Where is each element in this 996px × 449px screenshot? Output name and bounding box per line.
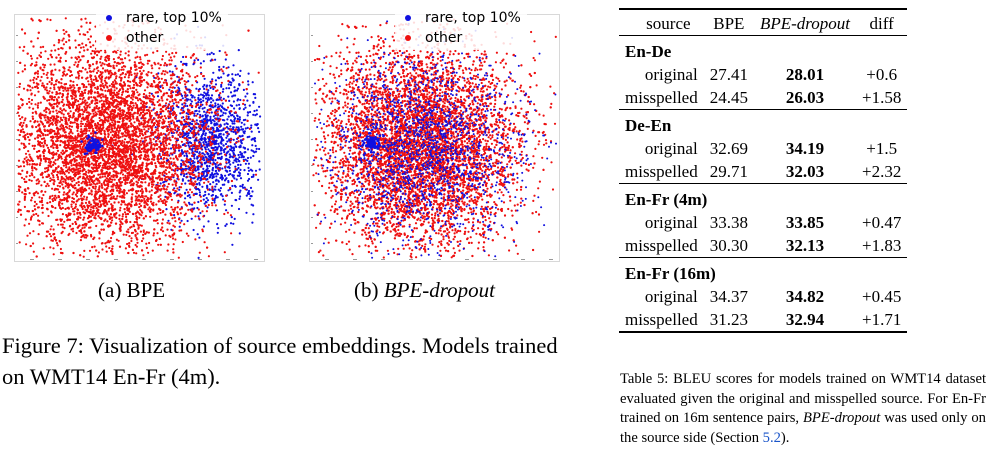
group-name: En-Fr (4m) [625,189,708,209]
cell-diff: +2.32 [856,160,908,184]
cell-bpe-dropout: 32.13 [753,234,856,258]
cell-bpe-dropout: 32.94 [753,308,856,333]
group-name: En-De [625,41,672,61]
cell-bpe: 32.69 [709,138,748,158]
table-group-row: En-Fr (16m) [619,258,907,286]
table-group-row: En-Fr (4m) [619,184,907,212]
table-header-row: source BPE BPE-dropout diff [619,8,908,36]
table-row: misspelled 30.30 32.13 +1.83 [619,234,908,258]
table-caption-text-2: was used only on the source side (Sectio… [620,410,986,446]
table-row: original 34.37 34.82 +0.45 [619,285,907,308]
rare-core-points [361,132,385,156]
cell-diff: +1.71 [856,308,908,333]
cell-diff: +1.58 [856,86,908,110]
legend-entry-other: other [401,28,521,48]
rare-core-points [80,131,104,156]
cell-bpe: 33.38 [709,212,748,232]
cell-bpe-dropout: 34.19 [785,138,825,158]
legend-marker-other [106,35,112,41]
row-label: misspelled [619,86,704,110]
cell-bpe-dropout: 28.01 [785,64,825,84]
table-caption-text-1: Table 5: BLEU scores for models trained … [620,371,986,426]
rare-points [111,25,262,259]
cell-diff: +0.47 [862,212,902,232]
legend-entry-rare: rare, top 10% [401,8,521,28]
figure-caption: Figure 7: Visualization of source embedd… [2,333,558,389]
other-points [312,17,557,259]
header-bpe-dropout: BPE-dropout [753,8,856,36]
table-row: original 32.69 34.19 +1.5 [619,137,907,160]
scatter-panel-bpe [14,14,265,262]
subcaption-a: (a) BPE [98,278,165,303]
cell-bpe: 34.37 [709,286,748,306]
row-label: misspelled [619,308,704,333]
cell-diff: +1.5 [866,138,898,158]
legend-marker-other [405,35,411,41]
table-row: misspelled 31.23 32.94 +1.71 [619,308,908,333]
cell-diff: +0.45 [862,286,902,306]
cell-bpe-dropout: 32.03 [753,160,856,184]
legend-bpe-dropout: rare, top 10% other [395,6,527,50]
legend-label-rare: rare, top 10% [425,10,521,26]
legend-entry-other: other [102,28,222,48]
scatter-panel-bpe-dropout [309,14,560,262]
other-points [16,17,260,259]
subcaption-b: (b) BPE-dropout [354,278,495,303]
group-name: En-Fr (16m) [625,263,716,283]
table-row: original 27.41 28.01 +0.6 [619,63,907,86]
section-link[interactable]: 5.2 [762,429,781,446]
cell-bpe-dropout: 33.85 [785,212,825,232]
scatter-plot-bpe [16,17,262,260]
cell-bpe: 27.41 [709,64,748,84]
table-row: misspelled 29.71 32.03 +2.32 [619,160,908,184]
cell-diff: +1.83 [856,234,908,258]
legend-label-other: other [126,30,164,46]
table-caption-text-3: ). [780,429,790,446]
table-row: misspelled 24.45 26.03 +1.58 [619,86,908,110]
header-diff: diff [856,8,908,36]
subcaption-b-name: BPE-dropout [383,278,495,302]
table-group-row: En-De [619,36,907,64]
axis-ticks [16,35,258,260]
cell-diff: +0.6 [866,64,898,84]
subcaption-a-name: BPE [126,278,166,302]
legend-label-rare: rare, top 10% [126,10,222,26]
cell-bpe: 29.71 [703,160,754,184]
row-label: original [644,212,698,232]
subcaption-a-prefix: (a) [98,278,127,302]
row-label: misspelled [619,160,704,184]
header-source: source [619,8,704,36]
row-label: original [644,64,698,84]
table-group-row: De-En [619,110,907,138]
bleu-table: source BPE BPE-dropout diff En-De origina… [619,8,908,333]
axis-ticks [311,35,553,260]
table-row: original 33.38 33.85 +0.47 [619,211,907,234]
cell-bpe: 30.30 [703,234,754,258]
legend-marker-rare [106,15,112,21]
scatter-plot-bpe-dropout [311,17,557,260]
row-label: original [644,286,698,306]
cell-bpe: 24.45 [703,86,754,110]
legend-label-other: other [425,30,463,46]
cell-bpe-dropout: 26.03 [753,86,856,110]
group-name: De-En [625,115,672,135]
subcaption-b-prefix: (b) [354,278,384,302]
cell-bpe: 31.23 [703,308,754,333]
legend-bpe: rare, top 10% other [96,6,228,50]
row-label: original [644,138,698,158]
rare-points [313,17,557,259]
table-caption-italic: BPE-dropout [802,410,881,426]
cell-bpe-dropout: 34.82 [785,286,825,306]
table-caption: Table 5: BLEU scores for models trained … [620,370,986,448]
header-bpe: BPE [703,8,754,36]
legend-marker-rare [405,15,411,21]
row-label: misspelled [619,234,704,258]
legend-entry-rare: rare, top 10% [102,8,222,28]
